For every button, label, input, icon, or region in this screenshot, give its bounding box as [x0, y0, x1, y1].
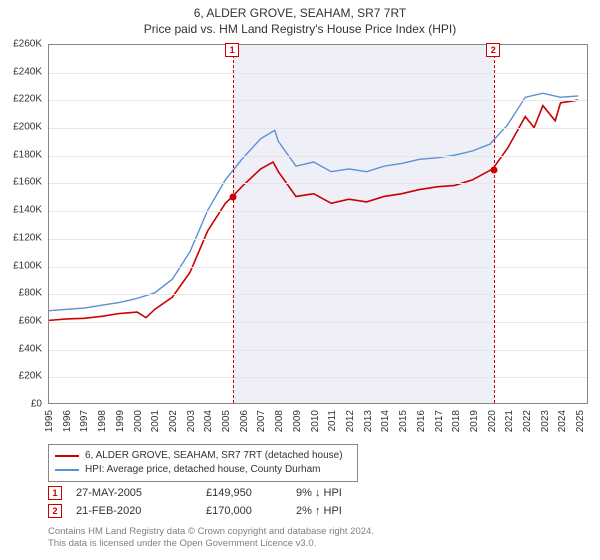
x-tick-label: 2016 — [416, 410, 427, 432]
x-tick-label: 2002 — [168, 410, 179, 432]
legend-label: HPI: Average price, detached house, Coun… — [85, 463, 321, 477]
gridline — [49, 322, 587, 323]
marker-line — [233, 45, 234, 403]
x-tick-label: 2010 — [310, 410, 321, 432]
y-tick-label: £260K — [13, 39, 42, 50]
y-tick-label: £200K — [13, 122, 42, 133]
x-tick-label: 1998 — [97, 410, 108, 432]
sale-row: 1 27-MAY-2005£149,9509% ↓ HPI — [48, 484, 588, 502]
x-tick-label: 2017 — [434, 410, 445, 432]
gridline — [49, 294, 587, 295]
y-axis: £0£20K£40K£60K£80K£100K£120K£140K£160K£1… — [0, 44, 46, 404]
sale-marker: 1 — [48, 486, 62, 500]
gridline — [49, 100, 587, 101]
x-tick-label: 2025 — [575, 410, 586, 432]
marker-label: 2 — [486, 43, 500, 57]
gridline — [49, 239, 587, 240]
x-tick-label: 2005 — [221, 410, 232, 432]
x-tick-label: 1996 — [62, 410, 73, 432]
x-tick-label: 1999 — [115, 410, 126, 432]
x-tick-label: 2021 — [504, 410, 515, 432]
legend-label: 6, ALDER GROVE, SEAHAM, SR7 7RT (detache… — [85, 449, 343, 463]
gridline — [49, 377, 587, 378]
x-tick-label: 2001 — [150, 410, 161, 432]
gridline — [49, 73, 587, 74]
x-tick-label: 2015 — [398, 410, 409, 432]
x-tick-label: 2018 — [451, 410, 462, 432]
marker-dot — [491, 166, 498, 173]
sales-table: 1 27-MAY-2005£149,9509% ↓ HPI 2 21-FEB-2020… — [48, 484, 588, 520]
marker-label: 1 — [225, 43, 239, 57]
x-tick-label: 1995 — [44, 410, 55, 432]
gridline — [49, 128, 587, 129]
x-tick-label: 2004 — [203, 410, 214, 432]
legend-item: HPI: Average price, detached house, Coun… — [55, 463, 351, 477]
gridline — [49, 156, 587, 157]
gridline — [49, 183, 587, 184]
marker-line — [494, 45, 495, 403]
x-tick-label: 2013 — [363, 410, 374, 432]
sale-diff: 2% ↑ HPI — [296, 505, 386, 517]
y-tick-label: £40K — [19, 343, 42, 354]
plot-area — [48, 44, 588, 404]
y-tick-label: £120K — [13, 232, 42, 243]
x-tick-label: 2019 — [469, 410, 480, 432]
sale-date: 21-FEB-2020 — [76, 505, 206, 517]
x-axis: 1995199619971998199920002001200220032004… — [48, 404, 588, 444]
x-tick-label: 2024 — [557, 410, 568, 432]
sale-diff: 9% ↓ HPI — [296, 487, 386, 499]
chart-container: 6, ALDER GROVE, SEAHAM, SR7 7RT Price pa… — [0, 0, 600, 560]
sale-marker: 2 — [48, 504, 62, 518]
gridline — [49, 211, 587, 212]
x-tick-label: 2014 — [380, 410, 391, 432]
y-tick-label: £0 — [31, 399, 42, 410]
legend-swatch — [55, 469, 79, 471]
x-tick-label: 2022 — [522, 410, 533, 432]
y-tick-label: £80K — [19, 288, 42, 299]
gridline — [49, 350, 587, 351]
footnote-line: This data is licensed under the Open Gov… — [48, 538, 374, 550]
y-tick-label: £220K — [13, 94, 42, 105]
sale-price: £170,000 — [206, 505, 296, 517]
x-tick-label: 2003 — [186, 410, 197, 432]
x-tick-label: 2006 — [239, 410, 250, 432]
sale-date: 27-MAY-2005 — [76, 487, 206, 499]
y-tick-label: £20K — [19, 371, 42, 382]
series-line — [49, 93, 578, 310]
y-tick-label: £140K — [13, 205, 42, 216]
y-tick-label: £60K — [19, 315, 42, 326]
sale-row: 2 21-FEB-2020£170,0002% ↑ HPI — [48, 502, 588, 520]
x-tick-label: 1997 — [79, 410, 90, 432]
y-tick-label: £180K — [13, 149, 42, 160]
x-tick-label: 2011 — [327, 410, 338, 432]
x-tick-label: 2000 — [133, 410, 144, 432]
gridline — [49, 267, 587, 268]
y-tick-label: £100K — [13, 260, 42, 271]
legend-swatch — [55, 455, 79, 457]
sale-price: £149,950 — [206, 487, 296, 499]
y-tick-label: £160K — [13, 177, 42, 188]
footnote: Contains HM Land Registry data © Crown c… — [48, 526, 374, 551]
x-tick-label: 2007 — [256, 410, 267, 432]
legend: 6, ALDER GROVE, SEAHAM, SR7 7RT (detache… — [48, 444, 358, 482]
x-tick-label: 2009 — [292, 410, 303, 432]
x-tick-label: 2008 — [274, 410, 285, 432]
x-tick-label: 2012 — [345, 410, 356, 432]
marker-dot — [230, 194, 237, 201]
legend-item: 6, ALDER GROVE, SEAHAM, SR7 7RT (detache… — [55, 449, 351, 463]
chart-title: 6, ALDER GROVE, SEAHAM, SR7 7RT — [0, 0, 600, 22]
x-tick-label: 2020 — [487, 410, 498, 432]
chart-subtitle: Price paid vs. HM Land Registry's House … — [0, 22, 600, 42]
y-tick-label: £240K — [13, 66, 42, 77]
footnote-line: Contains HM Land Registry data © Crown c… — [48, 526, 374, 538]
x-tick-label: 2023 — [540, 410, 551, 432]
